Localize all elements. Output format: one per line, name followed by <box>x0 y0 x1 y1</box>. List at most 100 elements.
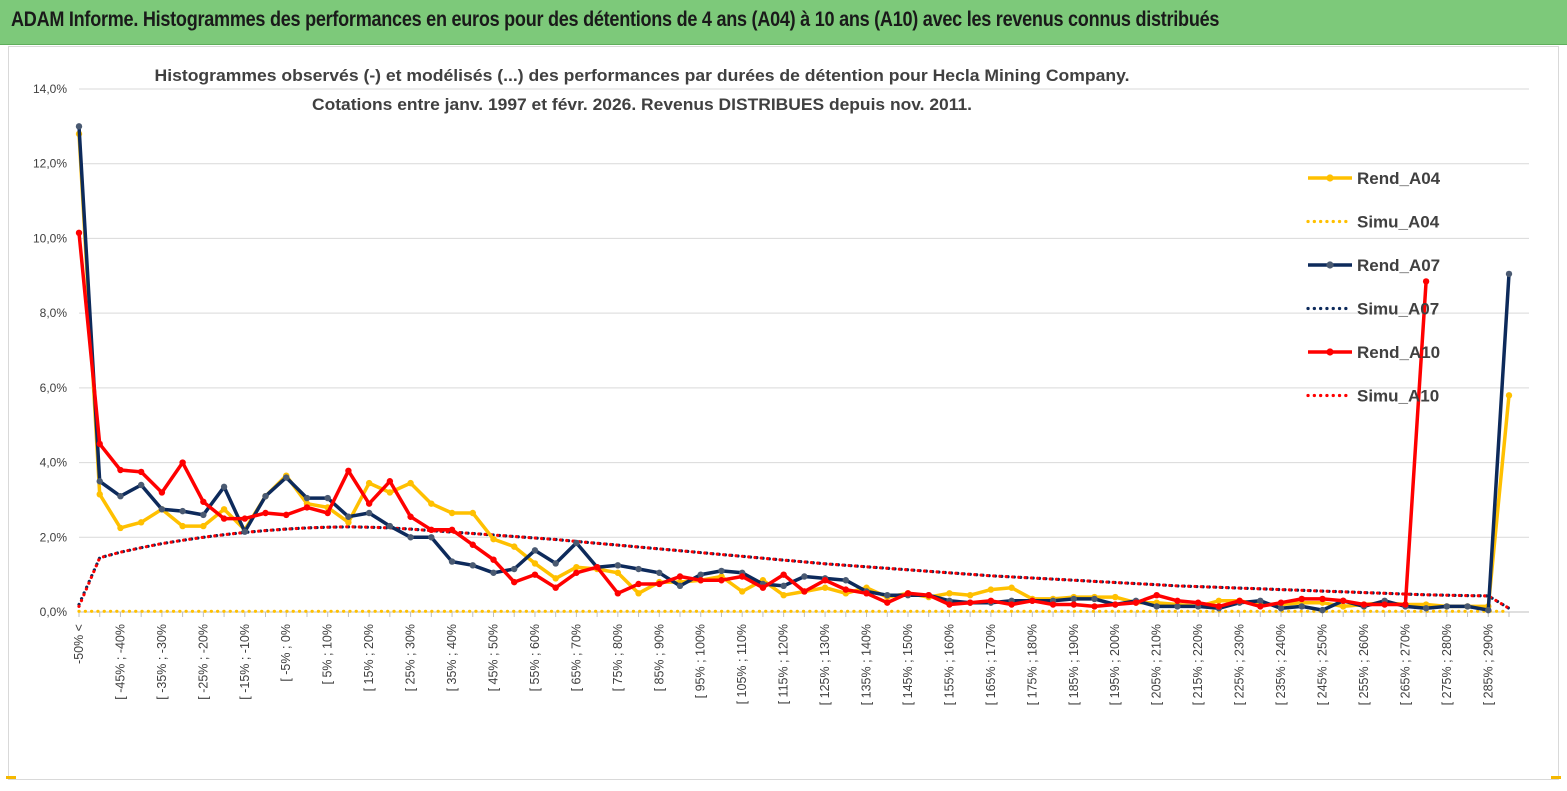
legend-marker <box>1326 261 1334 269</box>
x-tick-label: [ -5% ; 0% <box>279 624 293 682</box>
data-point <box>614 590 622 597</box>
data-point <box>283 474 290 481</box>
data-point <box>780 582 787 590</box>
data-point <box>220 506 228 513</box>
chart-subtitle: Cotations entre janv. 1997 et févr. 2026… <box>312 95 972 114</box>
data-point <box>531 571 539 578</box>
data-point <box>697 571 704 578</box>
series-line <box>77 525 1511 610</box>
legend-label: Rend_A10 <box>1357 343 1440 362</box>
data-point <box>117 492 124 500</box>
data-point <box>718 567 725 575</box>
data-point <box>780 591 787 599</box>
data-point <box>303 504 311 511</box>
data-point <box>635 580 642 588</box>
x-tick-label: [ 145% ; 150% <box>901 624 915 705</box>
y-tick-label: 8,0% <box>40 306 68 320</box>
data-point <box>511 543 518 550</box>
data-point <box>386 489 394 496</box>
data-point <box>137 519 145 526</box>
data-point <box>552 560 559 567</box>
data-point <box>573 569 580 576</box>
data-point <box>1319 606 1326 614</box>
data-point <box>1008 601 1015 608</box>
data-point <box>1422 278 1430 285</box>
data-point <box>780 571 787 578</box>
data-point <box>448 509 456 517</box>
legend-marker <box>1326 348 1334 356</box>
data-point <box>821 577 829 584</box>
data-point <box>386 478 394 485</box>
x-tick-label: [ 215% ; 220% <box>1191 624 1205 705</box>
legend-label: Simu_A07 <box>1357 300 1439 319</box>
data-point <box>987 597 995 604</box>
data-point <box>1381 601 1388 608</box>
data-point <box>448 526 456 534</box>
y-tick-label: 6,0% <box>40 381 68 395</box>
data-point <box>759 584 767 591</box>
data-point <box>137 468 145 476</box>
legend-item: Rend_A04 <box>1308 169 1441 188</box>
data-point <box>365 479 373 487</box>
data-point <box>179 459 186 466</box>
data-point <box>365 509 373 517</box>
chart-legend: Rend_A04 Simu_A04 Rend_A07 Simu_A07 Rend_A10… <box>1306 169 1441 406</box>
data-point <box>1132 599 1140 606</box>
data-point <box>1402 601 1409 608</box>
x-tick-label: [ 285% ; 290% <box>1481 624 1495 705</box>
data-point <box>407 534 414 541</box>
data-point <box>158 506 166 513</box>
data-point <box>1422 605 1430 612</box>
series-line <box>77 133 1511 609</box>
data-point <box>137 481 145 489</box>
data-point <box>117 524 124 532</box>
data-point <box>220 515 228 522</box>
legend-item: Rend_A07 <box>1308 256 1440 275</box>
data-point <box>1029 597 1036 604</box>
x-tick-label: [ 255% ; 260% <box>1357 624 1371 705</box>
data-point <box>407 513 414 520</box>
y-axis-ticks: 0,0% 2,0% 4,0% 6,0% 8,0% 10,0% 12,0% 14,0% <box>33 82 67 619</box>
data-point <box>946 601 953 608</box>
data-point <box>656 580 663 588</box>
series-Rend_A10 <box>75 229 1430 610</box>
data-point <box>200 511 207 519</box>
y-tick-label: 12,0% <box>33 157 67 171</box>
x-tick-label: [ 155% ; 160% <box>942 624 956 705</box>
data-point <box>1340 603 1347 610</box>
x-tick-label: [ 25% ; 30% <box>404 624 418 691</box>
data-point <box>614 562 622 569</box>
x-tick-label: [ 115% ; 120% <box>777 624 791 704</box>
data-point <box>179 522 186 530</box>
data-point <box>200 498 207 505</box>
x-tick-label: [ 95% ; 100% <box>694 624 708 698</box>
data-point <box>1174 597 1181 604</box>
series-line <box>77 232 1428 609</box>
data-point <box>1070 601 1077 608</box>
data-point <box>1319 595 1326 603</box>
data-point <box>1174 603 1181 610</box>
data-point <box>552 575 559 582</box>
data-point <box>428 526 435 534</box>
data-point <box>656 569 663 576</box>
data-point <box>842 577 850 584</box>
data-point <box>117 466 124 474</box>
x-tick-label: [ 55% ; 60% <box>528 624 542 691</box>
data-point <box>490 569 497 576</box>
series-Rend_A07 <box>75 123 1513 614</box>
data-point <box>1049 601 1057 608</box>
x-tick-label: [ -15% ; -10% <box>238 624 252 700</box>
legend-item: Simu_A07 <box>1306 300 1439 319</box>
x-tick-label: [ 165% ; 170% <box>984 624 998 705</box>
data-point <box>75 123 83 130</box>
y-tick-label: 4,0% <box>40 456 68 470</box>
chart-title: Histogrammes observés (-) et modélisés (… <box>155 66 1130 85</box>
x-tick-label: [ -35% ; -30% <box>155 624 169 700</box>
data-point <box>469 562 476 569</box>
data-point <box>966 591 974 599</box>
data-point <box>1008 584 1015 591</box>
legend-label: Rend_A07 <box>1357 256 1440 275</box>
data-point <box>469 509 476 517</box>
data-point <box>262 509 269 517</box>
x-tick-label: [ 205% ; 210% <box>1150 624 1164 705</box>
